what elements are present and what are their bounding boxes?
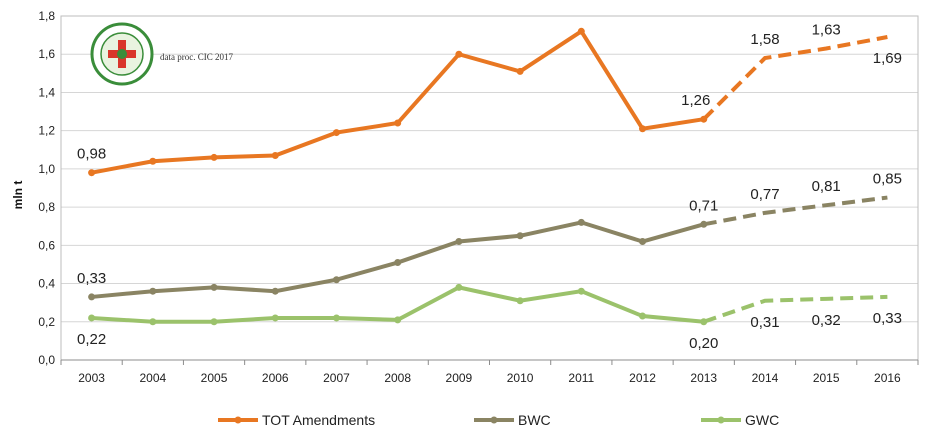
data-label: 0,20 bbox=[689, 335, 718, 352]
data-point-bwc bbox=[149, 287, 157, 295]
data-point-gwc bbox=[210, 318, 218, 326]
x-tick-label: 2005 bbox=[201, 371, 228, 385]
x-tick-label: 2016 bbox=[874, 371, 901, 385]
logo-center-dot bbox=[117, 49, 127, 59]
data-point-tot-amendments bbox=[210, 153, 218, 161]
data-label: 1,63 bbox=[812, 21, 841, 38]
data-point-tot-amendments bbox=[455, 50, 463, 58]
x-tick-label: 2013 bbox=[690, 371, 717, 385]
data-point-gwc bbox=[332, 314, 340, 322]
y-axis-label: mln t bbox=[11, 181, 25, 210]
data-point-gwc bbox=[639, 312, 647, 320]
y-tick-label: 0,4 bbox=[38, 277, 55, 291]
data-point-tot-amendments bbox=[394, 119, 402, 127]
data-point-bwc bbox=[332, 276, 340, 284]
data-point-tot-amendments bbox=[577, 27, 585, 35]
data-point-tot-amendments bbox=[639, 125, 647, 133]
data-point-tot-amendments bbox=[516, 67, 524, 75]
x-tick-label: 2011 bbox=[568, 371, 594, 385]
data-point-gwc bbox=[271, 314, 279, 322]
data-point-gwc bbox=[577, 287, 585, 295]
data-point-bwc bbox=[516, 232, 524, 240]
data-point-bwc bbox=[639, 238, 647, 246]
data-point-tot-amendments bbox=[332, 129, 340, 137]
legend-marker bbox=[234, 416, 242, 424]
data-label: 0,98 bbox=[77, 146, 106, 163]
series-projection-gwc bbox=[703, 294, 888, 324]
data-point-bwc bbox=[88, 293, 96, 301]
data-label: 0,81 bbox=[812, 178, 841, 195]
series-layer bbox=[88, 27, 888, 326]
data-source-note: data proc. CIC 2017 bbox=[160, 52, 233, 62]
y-tick-label: 1,6 bbox=[38, 47, 55, 61]
data-point-bwc bbox=[700, 220, 708, 228]
y-tick-label: 0,0 bbox=[38, 353, 55, 367]
x-tick-label: 2003 bbox=[78, 371, 105, 385]
y-tick-label: 1,0 bbox=[38, 162, 55, 176]
y-tick-label: 1,2 bbox=[38, 124, 55, 138]
data-label: 0,33 bbox=[873, 310, 902, 327]
data-point-tot-amendments bbox=[88, 169, 96, 177]
x-tick-label: 2007 bbox=[323, 371, 350, 385]
data-point-bwc bbox=[210, 283, 218, 291]
data-label: 1,58 bbox=[750, 31, 779, 48]
data-label: 0,71 bbox=[689, 197, 718, 214]
data-label: 0,32 bbox=[812, 312, 841, 329]
data-point-bwc bbox=[394, 259, 402, 267]
data-point-gwc bbox=[455, 283, 463, 291]
data-label: 0,33 bbox=[77, 270, 106, 287]
data-labels: 0,98 1,26 1,58 1,63 1,69 0,33 0,71 0,77 0,81 0,85… bbox=[77, 21, 902, 351]
data-label: 0,22 bbox=[77, 331, 106, 348]
x-tick-label: 2009 bbox=[446, 371, 473, 385]
data-point-gwc bbox=[149, 318, 157, 326]
data-label: 0,77 bbox=[750, 186, 779, 203]
legend-label: BWC bbox=[518, 412, 551, 428]
x-tick-label: 2012 bbox=[629, 371, 656, 385]
logo-seal bbox=[90, 22, 154, 86]
x-tick-label: 2006 bbox=[262, 371, 289, 385]
data-point-tot-amendments bbox=[700, 115, 708, 123]
axes: 0,0 0,2 0,4 0,6 0,8 1,0 1,2 1,4 1,6 1,8 2003 2004 20… bbox=[38, 9, 919, 385]
x-tick-label: 2015 bbox=[813, 371, 840, 385]
data-point-bwc bbox=[577, 218, 585, 226]
data-label: 0,31 bbox=[750, 314, 779, 331]
data-point-gwc bbox=[394, 316, 402, 324]
y-tick-label: 0,6 bbox=[38, 238, 55, 252]
series-projection-tot-amendments bbox=[702, 35, 888, 121]
data-label: 1,26 bbox=[681, 92, 710, 109]
data-label: 0,85 bbox=[873, 171, 902, 188]
legend-marker bbox=[490, 416, 498, 424]
data-point-bwc bbox=[271, 287, 279, 295]
data-point-gwc bbox=[88, 314, 96, 322]
y-tick-label: 1,4 bbox=[38, 85, 55, 99]
legend-marker bbox=[717, 416, 725, 424]
legend-label: GWC bbox=[745, 412, 779, 428]
data-point-bwc bbox=[455, 238, 463, 246]
x-tick-label: 2008 bbox=[384, 371, 411, 385]
data-label: 1,69 bbox=[873, 50, 902, 67]
x-tick-label: 2010 bbox=[507, 371, 534, 385]
data-point-gwc bbox=[516, 297, 524, 305]
series-projection-bwc bbox=[703, 195, 888, 227]
x-tick-label: 2014 bbox=[752, 371, 779, 385]
legend: TOT Amendments BWC GWC bbox=[218, 412, 779, 428]
data-point-gwc bbox=[700, 318, 708, 326]
data-point-tot-amendments bbox=[149, 157, 157, 165]
y-tick-label: 0,2 bbox=[38, 315, 55, 329]
y-tick-label: 0,8 bbox=[38, 200, 55, 214]
legend-label: TOT Amendments bbox=[262, 412, 375, 428]
data-point-tot-amendments bbox=[271, 152, 279, 160]
x-tick-label: 2004 bbox=[139, 371, 166, 385]
y-tick-label: 1,8 bbox=[38, 9, 55, 23]
